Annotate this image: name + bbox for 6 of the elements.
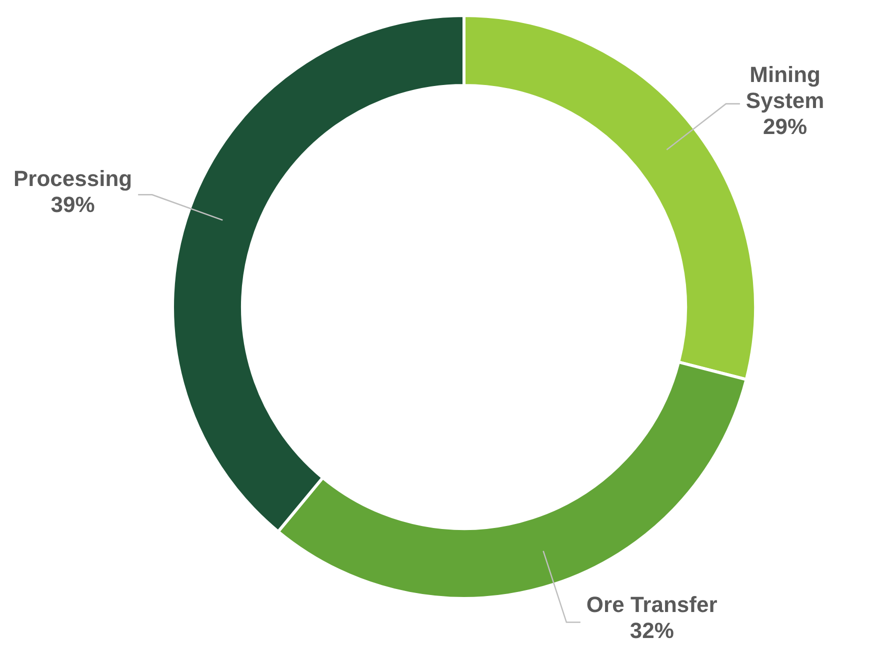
slice-label: Processing [13,166,132,191]
data-label: 32% [630,618,674,644]
data-label: 39% [50,192,95,217]
data-label: 29% [763,114,808,139]
slice-label: Mining System [746,62,824,113]
slice-label: Ore Transfer [586,592,718,618]
